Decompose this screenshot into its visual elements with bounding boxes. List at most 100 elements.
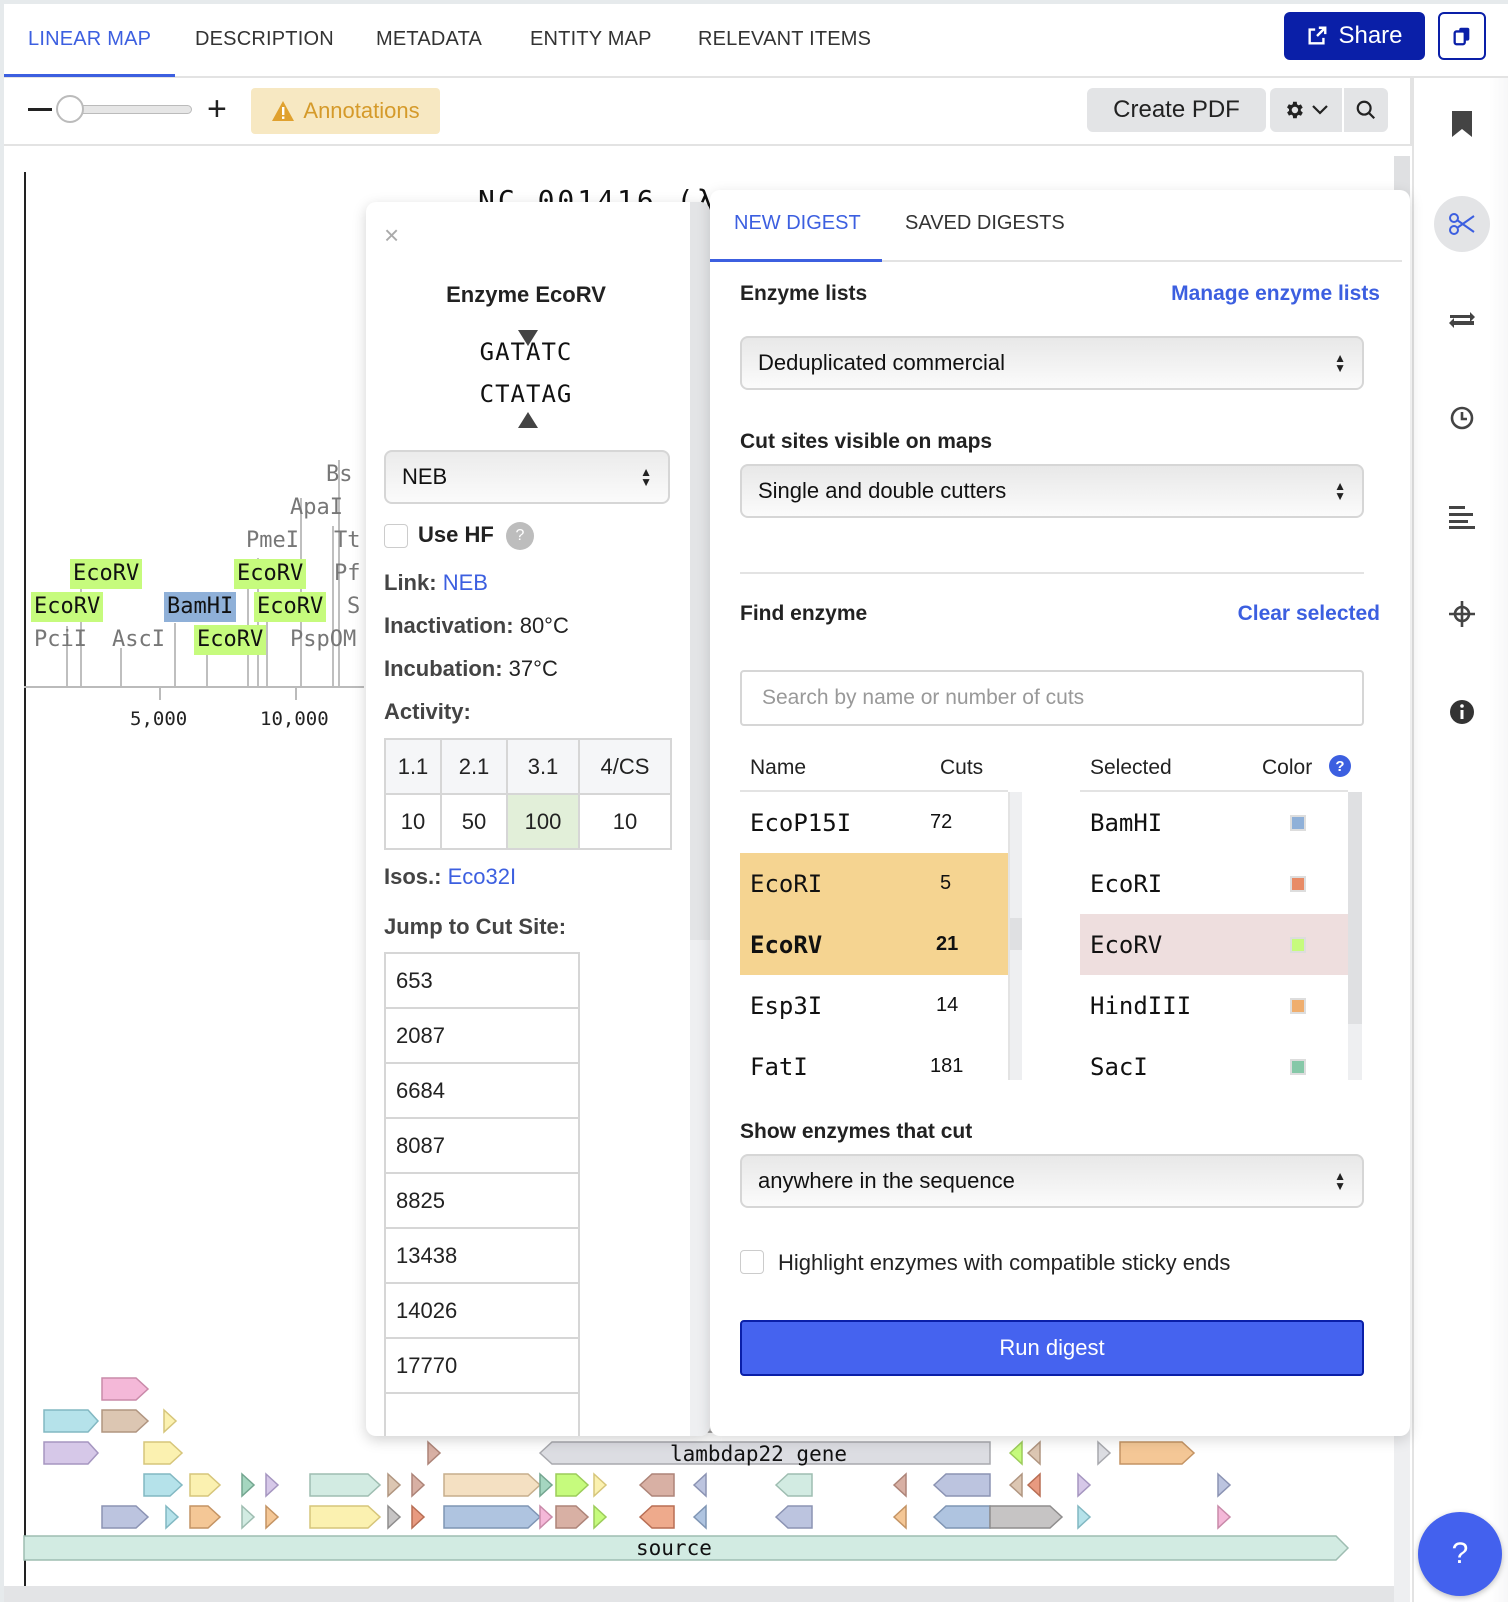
buffer-header: 3.1 [506,738,580,795]
enzyme-list-select[interactable]: Deduplicated commercial ▲ ▼ [740,336,1364,390]
color-swatch[interactable] [1290,875,1306,892]
color-swatch[interactable] [1290,997,1306,1014]
enzyme-row[interactable]: FatI 181 [740,1036,1008,1081]
enzyme-label-ecorv[interactable]: EcoRV [70,559,143,589]
cut-site-item[interactable]: 8825 [386,1174,578,1229]
color-swatch[interactable] [1290,814,1306,831]
enzyme-cuts: 5 [940,872,952,894]
feature-label-gene[interactable]: lambdap22 gene [670,1442,848,1466]
tab-new-digest[interactable]: NEW DIGEST [734,212,861,234]
neb-link[interactable]: NEB [442,570,488,595]
help-button[interactable]: ? [1418,1512,1502,1596]
column-header-cuts: Cuts [940,756,984,779]
cut-site-item[interactable]: 14026 [386,1284,578,1339]
supplier-select[interactable]: NEB ▲ ▼ [384,450,670,504]
column-header-name: Name [750,756,807,779]
enzyme-label[interactable]: PciI [34,627,87,652]
color-swatch[interactable] [1290,1058,1306,1075]
selected-row[interactable]: HindIII [1080,975,1348,1036]
tab-saved-digests[interactable]: SAVED DIGESTS [905,212,1065,234]
tab-description[interactable]: DESCRIPTION [195,28,334,50]
enzyme-name: EcoP15I [750,808,852,837]
cut-site-item[interactable]: 8087 [386,1119,578,1174]
inactivation-row: Inactivation: 80°C [384,613,569,639]
cut-site-item[interactable] [386,1394,578,1436]
sticky-ends-checkbox[interactable] [740,1250,764,1274]
selected-enzyme-list: BamHI EcoRI EcoRV HindIII SacI [1080,790,1348,1080]
enzyme-name: EcoRI [750,869,823,898]
zoom-out-button[interactable] [28,108,52,111]
rail-history[interactable] [1440,396,1484,440]
annotations-button[interactable]: Annotations [251,88,440,134]
zoom-slider-handle[interactable] [56,95,84,123]
enzyme-row[interactable]: EcoP15I 72 [740,792,1008,853]
rail-bookmark[interactable] [1440,102,1484,146]
enzyme-row-selected-current[interactable]: EcoRV 21 [740,914,1008,975]
ruler-tick [295,688,297,700]
settings-dropdown-button[interactable] [1270,88,1342,132]
enzyme-label[interactable]: PspOM [290,627,357,652]
rail-primers[interactable] [1440,592,1484,636]
crosshair-icon [1449,601,1475,627]
run-digest-button[interactable]: Run digest [740,1320,1364,1376]
cut-site-line [266,618,268,686]
warning-icon [272,101,295,121]
rail-swap[interactable] [1440,298,1484,342]
selected-row[interactable]: EcoRI [1080,853,1348,914]
cut-site-item[interactable]: 6684 [386,1064,578,1119]
enzyme-label[interactable]: ApaI [290,495,343,520]
feature-label-source[interactable]: source [636,1536,712,1560]
color-swatch[interactable] [1290,936,1306,953]
enzyme-search-input[interactable] [740,670,1364,726]
enzyme-row[interactable]: Esp3I 14 [740,975,1008,1036]
enzyme-label-bamhi[interactable]: BamHI [164,592,237,622]
tab-metadata[interactable]: METADATA [376,28,483,50]
copy-button[interactable] [1438,12,1486,60]
map-search-button[interactable] [1344,88,1388,132]
selected-row-current[interactable]: EcoRV [1080,914,1348,975]
cut-sites-select[interactable]: Single and double cutters ▲ ▼ [740,464,1364,518]
show-cut-select[interactable]: anywhere in the sequence ▲ ▼ [740,1154,1364,1208]
create-pdf-button[interactable]: Create PDF [1087,88,1266,132]
enzyme-label[interactable]: Pf [334,561,361,586]
selected-row[interactable]: SacI [1080,1036,1348,1080]
enzyme-label[interactable]: PmeI [246,528,299,553]
use-hf-checkbox[interactable] [384,524,408,548]
help-icon[interactable]: ? [506,522,534,550]
map-horizontal-scrollbar[interactable] [4,1586,1394,1602]
enzyme-label-ecorv[interactable]: EcoRV [194,625,267,655]
enzyme-label[interactable]: AscI [112,627,165,652]
tab-entity-map[interactable]: ENTITY MAP [530,28,652,50]
cut-sites-value: Single and double cutters [758,478,1007,503]
cut-site-item[interactable]: 653 [386,954,578,1009]
color-help-icon[interactable]: ? [1328,754,1352,778]
close-icon[interactable]: × [384,220,400,250]
zoom-in-button[interactable]: + [207,90,227,128]
manage-enzyme-lists-link[interactable]: Manage enzyme lists [1171,282,1380,305]
enzyme-label[interactable]: Tt [334,528,361,553]
isoschizomer-link[interactable]: Eco32I [447,864,517,889]
rail-digest[interactable] [1434,196,1490,252]
enzyme-label-ecorv[interactable]: EcoRV [234,559,307,589]
selected-list-scrollbar-thumb[interactable] [1348,792,1362,1024]
tab-relevant-items[interactable]: RELEVANT ITEMS [698,28,872,50]
enzyme-list-scrollbar-thumb[interactable] [1010,918,1022,950]
rail-alignment[interactable] [1440,496,1484,540]
rail-info[interactable] [1440,690,1484,734]
enzyme-label-ecorv[interactable]: EcoRV [254,592,327,622]
enzyme-label[interactable]: S [347,594,361,619]
tab-linear-map[interactable]: LINEAR MAP [28,28,152,50]
section-divider [740,572,1364,574]
enzyme-label-ecorv[interactable]: EcoRV [31,592,104,622]
selected-row[interactable]: BamHI [1080,792,1348,853]
share-button[interactable]: Share [1284,12,1425,60]
clear-selected-link[interactable]: Clear selected [1237,602,1380,625]
cut-site-line [66,626,68,686]
popup-scrollbar-thumb[interactable] [690,202,710,940]
cut-site-item[interactable]: 13438 [386,1229,578,1284]
cut-site-item[interactable]: 2087 [386,1009,578,1064]
zoom-slider[interactable] [74,105,192,114]
enzyme-row-selected[interactable]: EcoRI 5 [740,853,1008,914]
cut-site-item[interactable]: 17770 [386,1339,578,1394]
enzyme-label[interactable]: Bs [326,462,353,487]
